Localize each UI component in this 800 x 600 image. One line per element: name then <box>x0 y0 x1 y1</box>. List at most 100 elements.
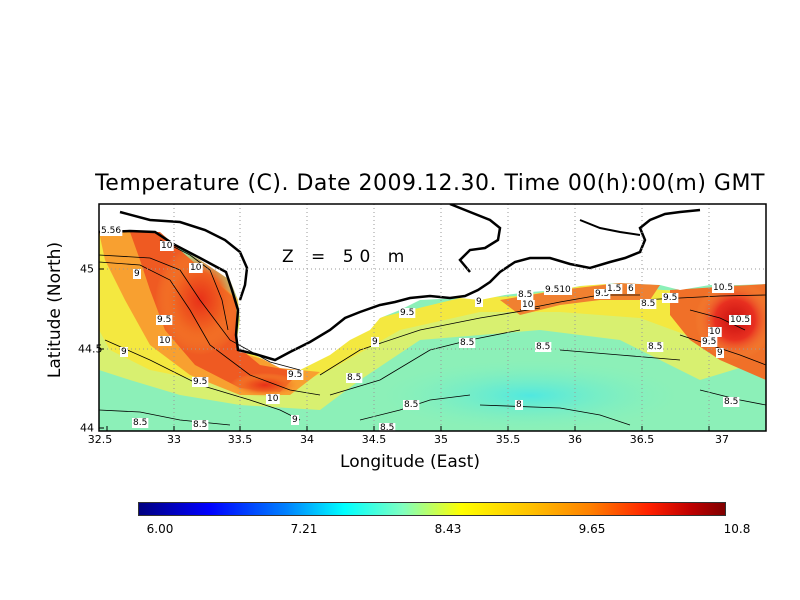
contour-label-bg <box>521 300 535 310</box>
y-tick-label: 45 <box>80 262 94 276</box>
contour-label: 9.5 <box>702 337 716 347</box>
contour-label-bg <box>606 284 623 294</box>
contour-label-bg <box>287 370 304 380</box>
x-tick-label: 36.5 <box>629 433 655 446</box>
contour-label-bg <box>291 415 299 425</box>
coastline-taman <box>579 219 641 236</box>
contour-label-bg <box>729 315 752 325</box>
colorbar-label: 9.65 <box>578 522 606 536</box>
colorbar-label: 8.43 <box>434 522 462 536</box>
contour-label: 8.5 <box>193 420 207 430</box>
x-tick-label: 33 <box>167 433 181 446</box>
contour-label-bg <box>515 400 523 410</box>
contour-label-bg <box>192 377 209 387</box>
contour-label: 10 <box>522 300 534 310</box>
contour-label-bg <box>403 400 420 410</box>
contour-label: 10 <box>161 241 173 251</box>
plot-frame <box>98 203 767 432</box>
contour-label: 8.5 <box>380 423 394 433</box>
contour-lines <box>99 239 766 426</box>
contour-label: 8.5 <box>460 338 474 348</box>
contour-label-bg <box>379 423 396 431</box>
sea-field-hot-south <box>230 373 300 397</box>
contour-label-bg <box>701 337 718 347</box>
contour-label-bg <box>133 269 141 279</box>
x-tick-label: 34 <box>300 433 314 446</box>
contour-label: 9.5 <box>193 377 207 387</box>
contour-label-bg <box>100 226 123 236</box>
x-tick-label: 35 <box>434 433 448 446</box>
axis-ticks <box>99 268 710 431</box>
contour-labels: 5.56 10 9 10 9.5 10 9 9.5 9.5 10 9 8.5 8… <box>100 226 752 433</box>
coastline-kerch <box>449 204 502 273</box>
contour-label-bg <box>266 394 280 404</box>
contour-label: 9.5 <box>663 293 677 303</box>
contour-label-bg <box>712 283 735 293</box>
contour-label-bg <box>189 263 203 273</box>
contour-label: 10 <box>267 394 279 404</box>
sea-field-yellow <box>99 230 766 395</box>
contour-label: 9 <box>372 337 378 347</box>
contour-label: 9.5 <box>288 370 302 380</box>
contour-label-bg <box>627 284 635 294</box>
x-tick-label: 34.5 <box>361 433 387 446</box>
contour-label-bg <box>192 420 209 430</box>
contour-label-bg <box>346 373 363 383</box>
contour-label: 9 <box>292 415 298 425</box>
colorbar-label: 10.8 <box>723 522 751 536</box>
contour-label-bg <box>594 289 611 299</box>
contour-label: 8.5 <box>404 400 418 410</box>
y-tick-label: 44 <box>80 421 94 435</box>
land-crimea <box>99 204 766 370</box>
contour-label: 8.5 <box>724 397 738 407</box>
contour-label-bg <box>399 308 416 318</box>
x-tick-label: 36 <box>568 433 582 446</box>
y-axis-label: Latitude (North) <box>45 241 65 379</box>
contour-label-bg <box>371 337 379 347</box>
contour-label: 8.5 <box>347 373 361 383</box>
x-tick-label: 32.5 <box>87 433 113 446</box>
x-tick-label: 35.5 <box>495 433 521 446</box>
coastline-inner <box>119 210 249 301</box>
contour-label-bg <box>535 342 552 352</box>
x-axis-label: Longitude (East) <box>340 452 480 472</box>
contour-label: 9 <box>476 297 482 307</box>
x-tick-label: 37 <box>715 433 729 446</box>
contour-label-bg <box>708 327 722 337</box>
contour-label: 9.5 <box>595 289 609 299</box>
contour-label: 10.5 <box>713 283 733 293</box>
map-title: Temperature (C). Date 2009.12.30. Time 0… <box>95 171 765 196</box>
contour-label: 5.56 <box>101 226 121 236</box>
sea-field-cool <box>380 360 680 431</box>
contour-label: 6 <box>628 284 634 294</box>
colorbar-label: 6.00 <box>146 522 174 536</box>
contour-label: 1.5 <box>607 284 621 294</box>
contour-label: 8.5 <box>536 342 550 352</box>
contour-label: 8.5 <box>648 342 662 352</box>
contour-label: 8.5 <box>133 418 147 428</box>
contour-label-bg <box>662 293 679 303</box>
contour-label: 10.5 <box>730 315 750 325</box>
contour-label-bg <box>459 338 476 348</box>
contour-label-bg <box>158 336 172 346</box>
contour-label-bg <box>716 348 724 358</box>
contour-label-bg <box>647 342 664 352</box>
contour-label: 9 <box>121 347 127 357</box>
contour-label: 9 <box>717 348 723 358</box>
depth-label: Z = 50 m <box>282 247 411 267</box>
contour-label: 9.5 <box>157 315 171 325</box>
contour-label-bg <box>120 347 128 357</box>
x-tick-label: 33.5 <box>227 433 253 446</box>
contour-label-bg <box>517 290 534 300</box>
colorbar-label: 7.21 <box>290 522 318 536</box>
contour-label-bg <box>132 418 149 428</box>
contour-label: 9.5 <box>400 308 414 318</box>
contour-label-bg <box>160 241 174 251</box>
contour-label-bg <box>723 397 740 407</box>
contour-label-bg <box>156 315 173 325</box>
contour-label-bg <box>640 299 657 309</box>
contour-label: 8 <box>516 400 522 410</box>
coastline <box>99 208 701 362</box>
colorbar <box>138 502 726 516</box>
